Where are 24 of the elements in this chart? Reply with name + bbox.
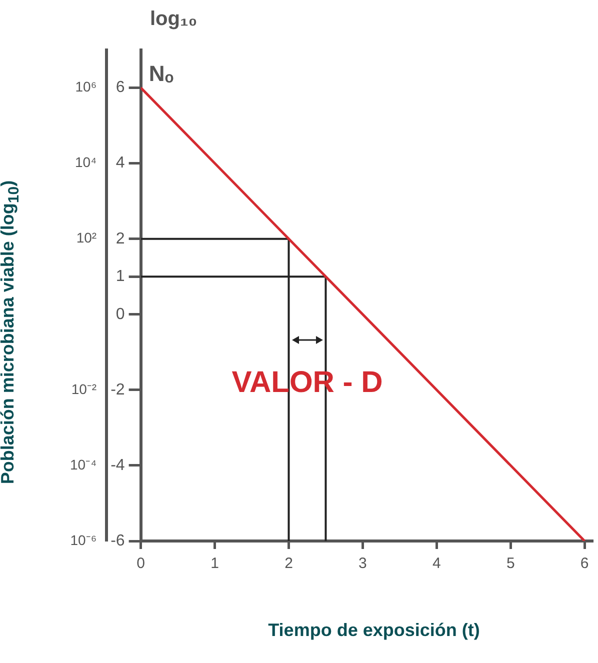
- x-tick-label: 6: [580, 555, 589, 572]
- y2-tick-label: 10⁻²: [71, 380, 97, 397]
- y2-tick-label: 10⁶: [75, 78, 97, 95]
- y-axis-title: log₁₀: [150, 8, 198, 31]
- y-tick-label: -6: [110, 532, 125, 550]
- x-tick-label: 3: [358, 555, 367, 572]
- annotation: Nₒ: [148, 60, 174, 86]
- y-tick-label: 4: [116, 154, 125, 172]
- y2-tick-label: 10²: [76, 230, 97, 246]
- x-axis-title: Tiempo de exposición (t): [267, 620, 481, 641]
- y-tick-label: -4: [110, 456, 125, 474]
- x-tick-label: 1: [210, 555, 219, 572]
- y2-tick-label: 10⁻⁶: [70, 532, 97, 548]
- y-tick-label: 1: [116, 268, 125, 286]
- y-tick-label: 2: [116, 230, 125, 248]
- x-tick-label: 2: [284, 555, 293, 572]
- y-tick-label: 6: [116, 79, 125, 96]
- y2-tick-label: 10⁴: [74, 154, 97, 170]
- y2-tick-label: 10⁻⁴: [70, 456, 97, 472]
- x-tick-label: 5: [506, 555, 515, 572]
- y-tick-label: 0: [116, 306, 125, 323]
- x-tick-label: 0: [136, 555, 145, 572]
- x-tick-label: 4: [432, 555, 441, 572]
- y-tick-label: -2: [110, 381, 125, 398]
